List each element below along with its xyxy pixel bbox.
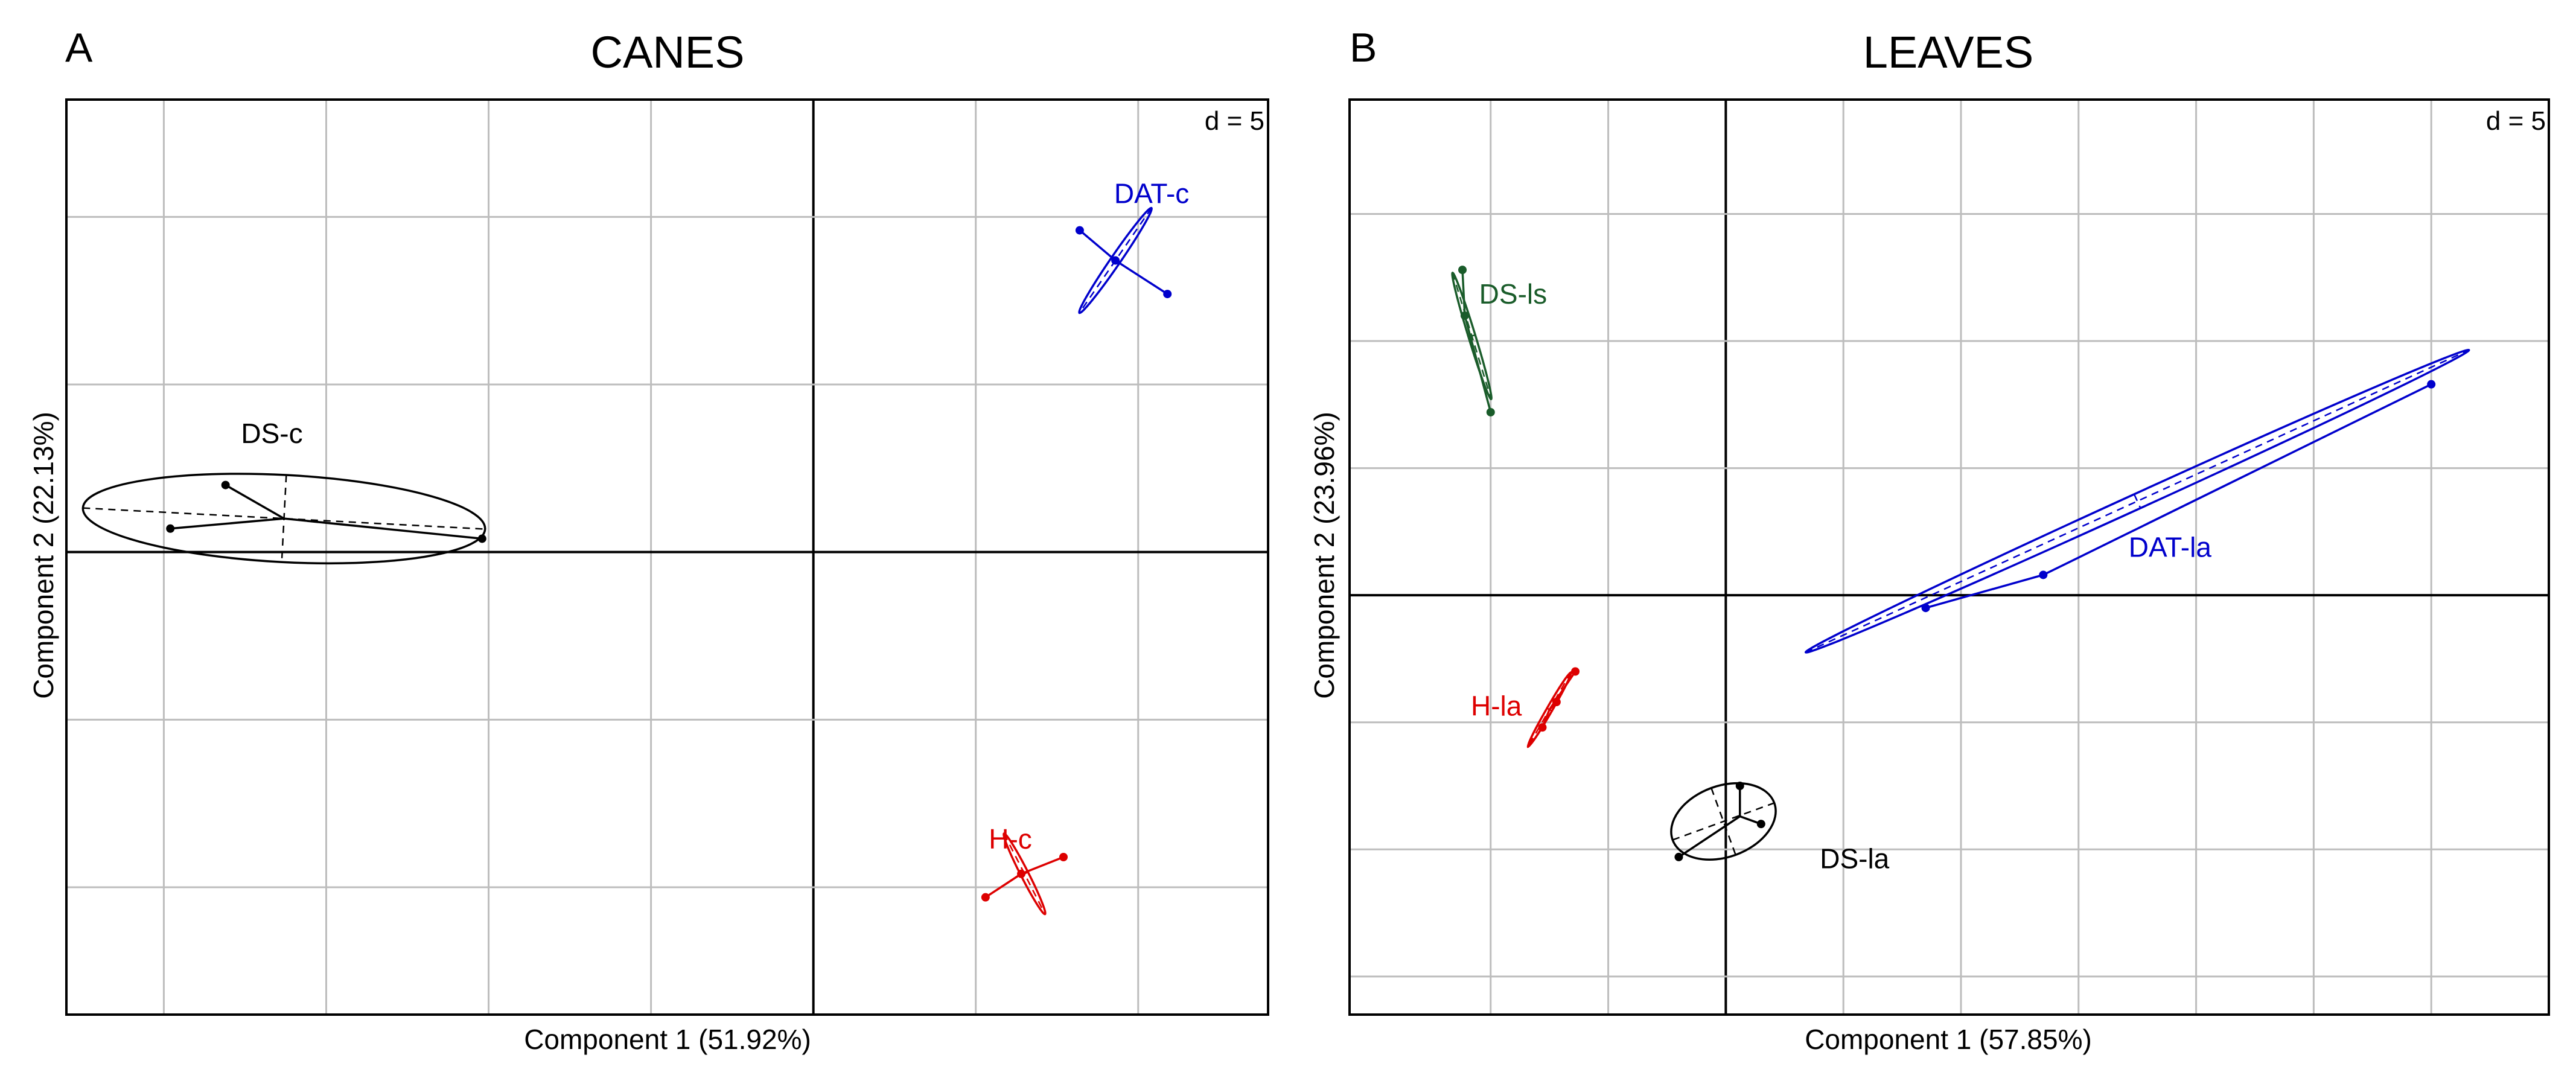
group-label: DAT-la — [2129, 531, 2212, 563]
scale-label: d = 5 — [2486, 106, 2546, 136]
y-axis-label: Component 2 (23.96%) — [1309, 412, 1340, 699]
plot-background — [1350, 100, 2549, 1015]
chart-title: CANES — [591, 27, 745, 77]
y-axis-label: Component 2 (22.13%) — [28, 412, 59, 699]
star-segment — [284, 517, 482, 540]
panel-canes: A CANES DAT-c H-c DS-c d = 5 Component 1 (… — [28, 25, 1269, 1055]
plot-background — [66, 100, 1268, 1015]
data-point — [166, 524, 175, 533]
data-point — [1111, 256, 1120, 265]
x-axis-label: Component 1 (51.92%) — [524, 1024, 811, 1055]
star-segment — [2042, 383, 2432, 576]
data-point — [1735, 782, 1744, 790]
x-axis-label: Component 1 (57.85%) — [1805, 1024, 2092, 1055]
star-segment — [225, 484, 285, 520]
group-label: DS-la — [1820, 843, 1889, 875]
group-label: H-c — [989, 823, 1032, 855]
star-segment — [1079, 229, 1117, 261]
data-point — [1571, 667, 1580, 676]
group-dat-la — [1804, 348, 2470, 654]
star-segment — [170, 517, 284, 530]
data-point — [1538, 723, 1547, 732]
ellipse-axis — [83, 507, 485, 530]
data-point — [1486, 407, 1495, 416]
data-point — [2039, 570, 2048, 579]
scale-label: d = 5 — [1205, 106, 1264, 136]
plot-frame — [65, 98, 1269, 1016]
group-label: H-la — [1471, 690, 1522, 722]
ellipse-axis — [1672, 802, 1775, 841]
panel-letter: A — [65, 25, 93, 71]
data-point — [1552, 698, 1561, 707]
group-ds-c — [81, 473, 486, 565]
plot-area: DAT-la H-la DS-la DS-ls — [1348, 98, 2550, 1016]
plot-frame — [1348, 98, 2550, 1016]
group-label: DS-ls — [1479, 278, 1547, 310]
data-point — [981, 893, 990, 902]
group-h-c — [981, 832, 1068, 916]
star-segment — [1021, 856, 1064, 875]
star-segment — [1925, 573, 2044, 609]
data-point — [1059, 853, 1068, 862]
star-segment — [984, 873, 1022, 899]
group-ds-ls — [1451, 266, 1495, 416]
star-segment — [1464, 315, 1492, 413]
star-segment — [1115, 260, 1168, 295]
data-point — [1460, 311, 1469, 320]
group-ds-la — [1670, 782, 1777, 861]
data-point — [1674, 852, 1683, 861]
group-label: DAT-c — [1114, 178, 1189, 209]
group-h-la — [1526, 667, 1580, 748]
panel-letter: B — [1350, 25, 1377, 71]
data-point — [1075, 226, 1084, 235]
star-segment — [1678, 815, 1741, 858]
data-point — [1017, 869, 1026, 878]
data-point — [1921, 604, 1930, 613]
ellipse-axis — [2133, 494, 2141, 509]
group-label: DS-c — [241, 418, 302, 449]
chart-title: LEAVES — [1863, 27, 2033, 77]
data-point — [2427, 380, 2436, 389]
panel-leaves: B LEAVES DAT-la H-la DS-la DS-ls d = 5 Comp… — [1309, 25, 2550, 1055]
data-point — [1458, 266, 1467, 275]
plot-area: DAT-c H-c DS-c — [65, 98, 1269, 1016]
data-point — [477, 534, 486, 543]
group-dat-c — [1075, 206, 1172, 314]
data-point — [1163, 290, 1172, 299]
star-segment — [1461, 270, 1466, 316]
data-point — [221, 480, 230, 489]
ellipse-axis — [1452, 272, 1492, 400]
data-point — [1756, 820, 1765, 829]
